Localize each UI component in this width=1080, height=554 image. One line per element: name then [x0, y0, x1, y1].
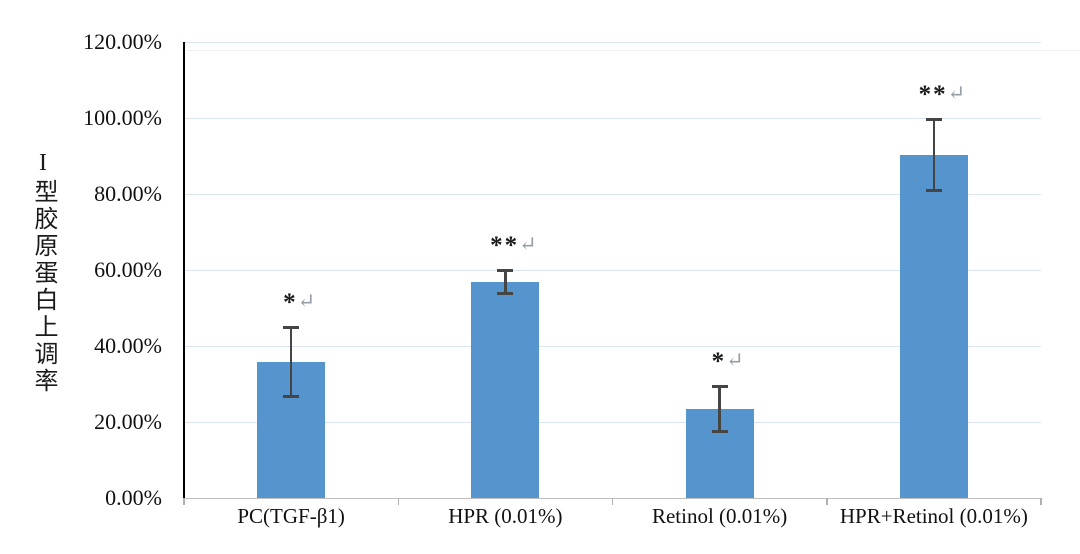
significance-annotation-4: **↵ [918, 81, 966, 111]
x-axis-tick-4 [1040, 498, 1042, 505]
x-category-label-1: PC(TGF-β1) [237, 504, 345, 528]
x-category-label-2: HPR (0.01%) [448, 504, 563, 528]
gridline-40 [184, 346, 1041, 347]
return-mark-icon: ↵ [519, 232, 537, 256]
x-axis-tick-2 [611, 498, 614, 505]
y-tick-label-2: 40.00% [94, 333, 162, 358]
error-bar-cap-top-3 [711, 384, 728, 388]
y-axis-title: I型胶原蛋白上调率 [30, 150, 56, 395]
error-bar-cap-bottom-3 [711, 430, 728, 434]
x-axis-tick-1 [397, 498, 399, 505]
x-axis-tick-3 [826, 498, 828, 505]
error-bar-cap-bottom-1 [283, 395, 300, 399]
gridline-20 [184, 422, 1041, 423]
error-bar-cap-top-4 [925, 118, 942, 122]
artifact-line [186, 50, 1080, 51]
error-bar-cap-bottom-4 [925, 188, 942, 192]
y-tick-label-3: 60.00% [94, 257, 162, 282]
gridline-120 [184, 42, 1041, 43]
error-bar-line-3 [718, 385, 721, 433]
y-axis-line [182, 42, 185, 498]
significance-stars-1: * [283, 289, 298, 317]
significance-stars-3: * [711, 347, 727, 375]
significance-stars-4: ** [918, 81, 948, 109]
y-tick-label-1: 20.00% [94, 409, 162, 434]
y-tick-label-5: 100.00% [83, 105, 162, 130]
x-category-label-4: HPR+Retinol (0.01%) [839, 504, 1028, 528]
error-bar-cap-top-2 [497, 269, 514, 272]
x-category-label-3: Retinol (0.01%) [651, 504, 788, 528]
error-bar-cap-bottom-2 [497, 292, 514, 296]
error-bar-line-1 [289, 327, 293, 398]
gridline-60 [184, 270, 1041, 271]
significance-annotation-1: *↵ [283, 289, 316, 319]
error-bar-cap-top-1 [283, 326, 300, 330]
y-tick-label-6: 120.00% [83, 29, 162, 54]
bar-2 [471, 282, 540, 498]
return-mark-icon: ↵ [726, 347, 744, 372]
significance-annotation-2: **↵ [490, 232, 537, 262]
gridline-100 [184, 118, 1041, 119]
significance-annotation-3: *↵ [711, 347, 744, 378]
y-tick-label-4: 80.00% [94, 181, 162, 206]
x-axis-tick-0 [183, 498, 185, 505]
return-mark-icon: ↵ [947, 81, 966, 106]
return-mark-icon: ↵ [297, 289, 316, 314]
gridline-80 [184, 194, 1041, 195]
error-bar-line-4 [932, 119, 936, 191]
significance-stars-2: ** [490, 232, 520, 259]
error-bar-line-2 [504, 270, 507, 295]
y-tick-label-0: 0.00% [105, 485, 162, 510]
bar-4 [899, 154, 968, 498]
